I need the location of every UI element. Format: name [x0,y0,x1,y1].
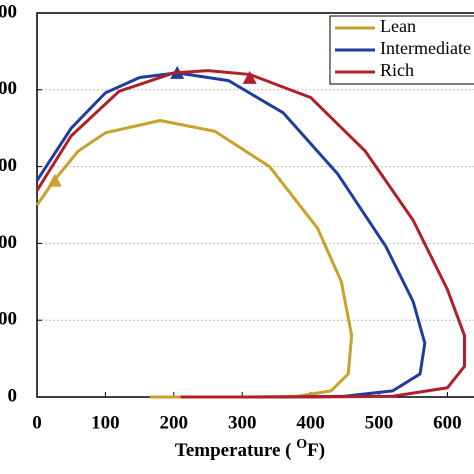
y-tick-label: 500 [0,309,17,330]
series-line [35,69,466,399]
series-line [35,71,427,399]
x-axis-label: Temperature ( OF) [175,437,325,461]
critical-point [47,173,62,187]
y-tick-label: 1500 [0,155,17,176]
legend-label: Intermediate [380,38,471,58]
y-tick-label: 2000 [0,78,17,99]
critical-point [242,70,257,84]
x-tick-label: 300 [228,412,257,433]
y-tick-label: 2500 [0,1,17,22]
y-tick-label: 0 [8,385,18,406]
x-tick-label: 0 [32,412,42,433]
x-tick-label: 600 [433,412,462,433]
legend-label: Rich [380,60,414,80]
x-tick-label: 400 [296,412,325,433]
legend-label: Lean [380,16,416,36]
series-line [35,119,354,399]
x-tick-label: 500 [365,412,394,433]
x-label-text: F) [307,440,325,461]
x-label-text: Temperature ( [175,440,296,461]
x-tick-label: 100 [91,412,120,433]
x-tick-label: 200 [160,412,189,433]
x-label-superscript: O [296,437,307,452]
y-tick-label: 1000 [0,232,17,253]
